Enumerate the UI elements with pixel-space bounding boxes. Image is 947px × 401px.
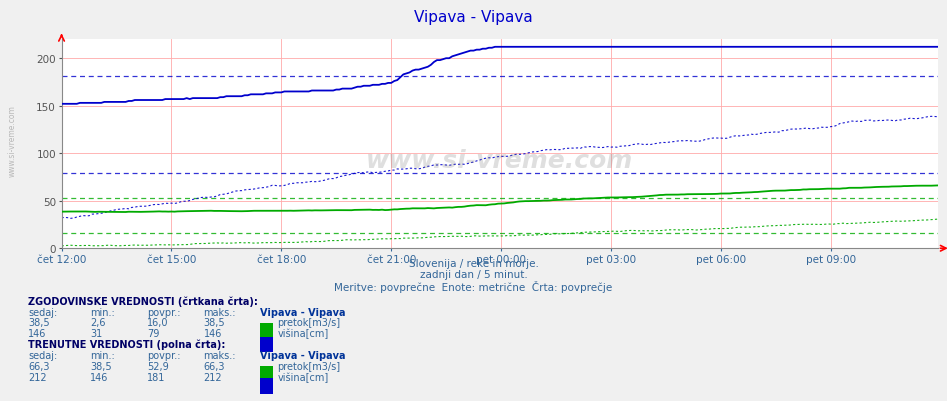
Text: maks.:: maks.: (204, 350, 236, 360)
Text: 2,6: 2,6 (90, 318, 105, 328)
Text: pretok[m3/s]: pretok[m3/s] (277, 361, 341, 371)
Text: Meritve: povprečne  Enote: metrične  Črta: povprečje: Meritve: povprečne Enote: metrične Črta:… (334, 281, 613, 293)
Text: maks.:: maks.: (204, 307, 236, 317)
Text: sedaj:: sedaj: (28, 307, 58, 317)
Text: višina[cm]: višina[cm] (277, 328, 329, 338)
Text: Vipava - Vipava: Vipava - Vipava (260, 307, 346, 317)
Text: Vipava - Vipava: Vipava - Vipava (260, 350, 346, 360)
Text: višina[cm]: višina[cm] (277, 372, 329, 382)
Text: www.si-vreme.com: www.si-vreme.com (366, 149, 634, 173)
Text: min.:: min.: (90, 350, 115, 360)
Text: Vipava - Vipava: Vipava - Vipava (414, 10, 533, 25)
Text: 146: 146 (204, 328, 222, 338)
Text: min.:: min.: (90, 307, 115, 317)
Text: 52,9: 52,9 (147, 361, 169, 371)
Text: 212: 212 (28, 372, 47, 382)
Text: TRENUTNE VREDNOSTI (polna črta):: TRENUTNE VREDNOSTI (polna črta): (28, 339, 225, 349)
Text: sedaj:: sedaj: (28, 350, 58, 360)
Text: ZGODOVINSKE VREDNOSTI (črtkana črta):: ZGODOVINSKE VREDNOSTI (črtkana črta): (28, 296, 259, 306)
Text: 16,0: 16,0 (147, 318, 169, 328)
Text: 66,3: 66,3 (204, 361, 225, 371)
Text: 38,5: 38,5 (28, 318, 50, 328)
Text: povpr.:: povpr.: (147, 307, 180, 317)
Text: 38,5: 38,5 (90, 361, 112, 371)
Text: www.si-vreme.com: www.si-vreme.com (8, 105, 17, 176)
Text: 79: 79 (147, 328, 159, 338)
Text: zadnji dan / 5 minut.: zadnji dan / 5 minut. (420, 269, 527, 279)
Text: 146: 146 (90, 372, 108, 382)
Text: Slovenija / reke in morje.: Slovenija / reke in morje. (408, 259, 539, 269)
Text: pretok[m3/s]: pretok[m3/s] (277, 318, 341, 328)
Text: 66,3: 66,3 (28, 361, 50, 371)
Text: 146: 146 (28, 328, 46, 338)
Text: 38,5: 38,5 (204, 318, 225, 328)
Text: povpr.:: povpr.: (147, 350, 180, 360)
Text: 31: 31 (90, 328, 102, 338)
Text: 181: 181 (147, 372, 165, 382)
Text: 212: 212 (204, 372, 223, 382)
